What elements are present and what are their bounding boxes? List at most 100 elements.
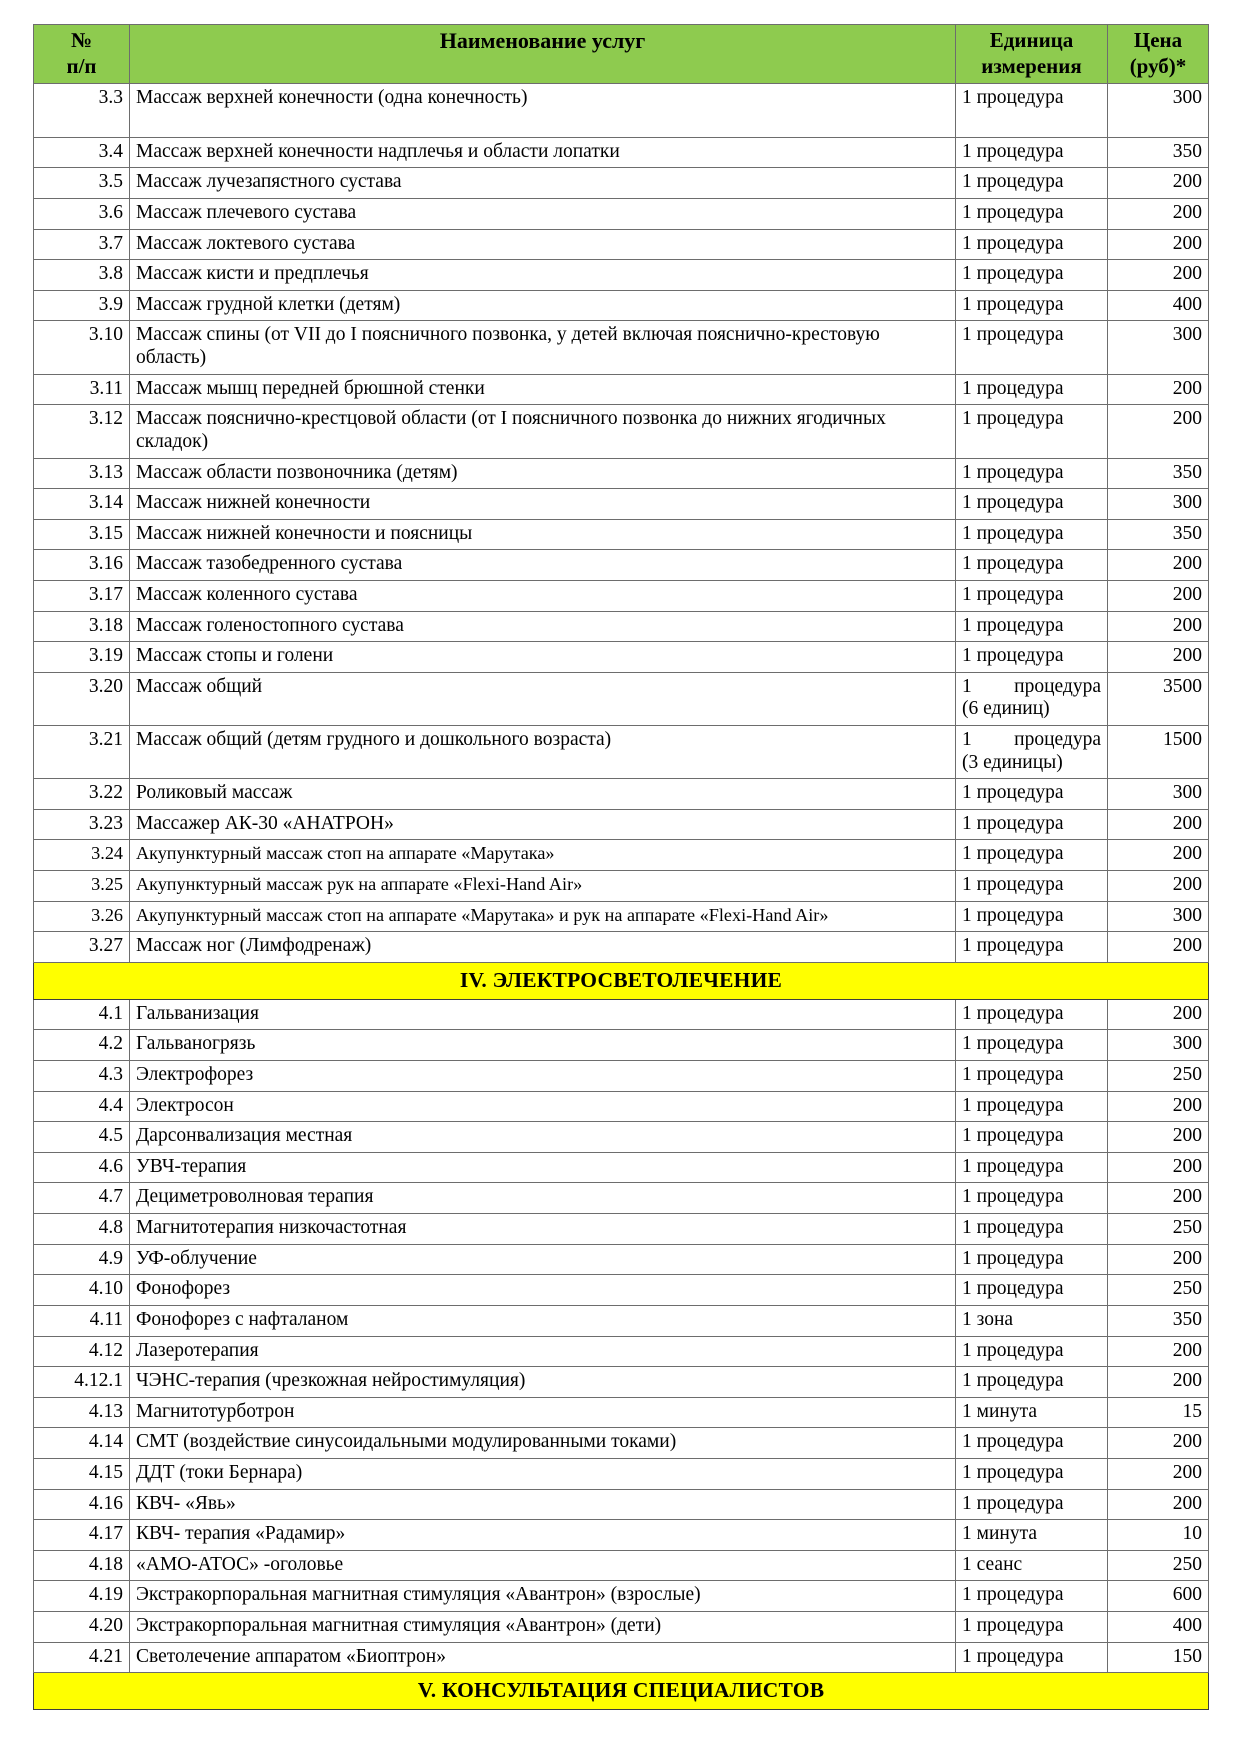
- row-number: 3.12: [33, 404, 130, 459]
- service-name: Массаж верхней конечности (одна конечнос…: [129, 83, 956, 138]
- unit-of-measure: 1 процедура: [955, 1580, 1108, 1613]
- price-value: 350: [1107, 457, 1209, 490]
- service-name: Электросон: [129, 1090, 956, 1123]
- column-header-unit: Единица измерения: [955, 23, 1108, 85]
- unit-of-measure: 1 процедура: [955, 1366, 1108, 1398]
- unit-of-measure: 1 процедура: [955, 778, 1108, 810]
- section-title: V. КОНСУЛЬТАЦИЯ СПЕЦИАЛИСТОВ: [33, 1672, 1209, 1711]
- price-value: 200: [1107, 610, 1209, 643]
- table-row: 4.16 КВЧ- «Явь» 1 процедура 200: [33, 1488, 1209, 1521]
- row-number: 4.21: [33, 1641, 130, 1674]
- row-number: 4.13: [33, 1396, 130, 1429]
- row-number: 4.20: [33, 1611, 130, 1643]
- row-number: 3.4: [33, 136, 130, 169]
- price-value: 300: [1107, 83, 1209, 138]
- price-value: 200: [1107, 839, 1209, 872]
- table-row: 4.6 УВЧ-терапия 1 процедура 200: [33, 1151, 1209, 1184]
- header-row: № п/п Наименование услуг Единица измерен…: [33, 23, 1209, 85]
- price-value: 350: [1107, 1304, 1209, 1337]
- service-name: Электрофорез: [129, 1060, 956, 1092]
- row-number: 3.17: [33, 579, 130, 612]
- service-name: Массаж лучезапястного сустава: [129, 167, 956, 200]
- service-name: Акупунктурный массаж рук на аппарате «Fl…: [129, 870, 956, 902]
- table-row: 3.4 Массаж верхней конечности надплечья и…: [33, 136, 1209, 169]
- service-name: Массаж спины (от VII до I поясничного по…: [129, 320, 956, 375]
- table-row: 4.13 Магнитотурботрон 1 минута 15: [33, 1396, 1209, 1429]
- table-row: 4.5 Дарсонвализация местная 1 процедура 200: [33, 1121, 1209, 1153]
- table-row: 3.18 Массаж голеностопного сустава 1 проце…: [33, 610, 1209, 643]
- price-value: 200: [1107, 373, 1209, 406]
- row-spacer: [136, 110, 949, 133]
- price-value: 200: [1107, 998, 1209, 1031]
- services-price-table: № п/п Наименование услуг Единица измерен…: [33, 23, 1209, 1711]
- row-number: 3.22: [33, 778, 130, 810]
- table-row: 4.17 КВЧ- терапия «Радамир» 1 минута 10: [33, 1519, 1209, 1551]
- price-value: 300: [1107, 900, 1209, 933]
- unit-of-measure: 1 процедура: [955, 198, 1108, 230]
- row-number: 4.19: [33, 1580, 130, 1613]
- table-row: 3.26 Акупунктурный массаж стоп на аппарат…: [33, 900, 1209, 933]
- unit-of-measure: 1 процедура: [955, 457, 1108, 490]
- unit-of-measure: 1 минута: [955, 1519, 1108, 1551]
- header-unit-line1: Единица: [989, 28, 1074, 52]
- table-row: 4.2 Гальваногрязь 1 процедура 300: [33, 1029, 1209, 1062]
- price-value: 200: [1107, 1243, 1209, 1276]
- row-number: 3.9: [33, 289, 130, 322]
- row-number: 3.16: [33, 549, 130, 581]
- unit-of-measure: 1 процедура: [955, 549, 1108, 581]
- header-number-line2: п/п: [66, 53, 97, 78]
- unit-line-1: 1 процедура: [962, 675, 1101, 697]
- table-row: 3.14 Массаж нижней конечности 1 процедура 3…: [33, 488, 1209, 520]
- row-number: 4.17: [33, 1519, 130, 1551]
- row-number: 4.9: [33, 1243, 130, 1276]
- row-number: 3.20: [33, 671, 130, 727]
- unit-of-measure: 1 процедура: [955, 1121, 1108, 1153]
- price-value: 200: [1107, 228, 1209, 261]
- row-number: 3.13: [33, 457, 130, 490]
- service-name: Дециметроволновая терапия: [129, 1182, 956, 1215]
- service-name: Массаж пояснично-крестцовой области (от …: [129, 404, 956, 459]
- price-value: 200: [1107, 259, 1209, 291]
- unit-of-measure: 1 процедура: [955, 870, 1108, 902]
- unit-of-measure: 1 процедура: [955, 1090, 1108, 1123]
- price-value: 200: [1107, 1182, 1209, 1215]
- service-name: Гальванизация: [129, 998, 956, 1031]
- unit-line-2: (3 единицы): [962, 751, 1063, 773]
- service-name: Гальваногрязь: [129, 1029, 956, 1062]
- service-name: Роликовый массаж: [129, 778, 956, 810]
- price-value: 200: [1107, 1090, 1209, 1123]
- price-value: 150: [1107, 1641, 1209, 1674]
- service-name: Акупунктурный массаж стоп на аппарате «М…: [129, 900, 956, 933]
- price-value: 250: [1107, 1213, 1209, 1245]
- service-name: УВЧ-терапия: [129, 1151, 956, 1184]
- service-name: «АМО-АТОС» -оголовье: [129, 1549, 956, 1582]
- unit-of-measure: 1 минута: [955, 1396, 1108, 1429]
- unit-of-measure: 1 процедура: [955, 1243, 1108, 1276]
- section-title: IV. ЭЛЕКТРОСВЕТОЛЕЧЕНИЕ: [33, 961, 1209, 1000]
- table-row: 3.23 Массажер АК-30 «АНАТРОН» 1 процедура 2…: [33, 808, 1209, 841]
- table-row: 3.16 Массаж тазобедренного сустава 1 проце…: [33, 549, 1209, 581]
- table-row: 4.10 Фонофорез 1 процедура 250: [33, 1274, 1209, 1306]
- price-value: 200: [1107, 167, 1209, 200]
- row-number: 3.27: [33, 931, 130, 963]
- service-name: КВЧ- терапия «Радамир»: [129, 1519, 956, 1551]
- unit-of-measure: 1 процедура: [955, 1611, 1108, 1643]
- unit-of-measure: 1 процедура: [955, 259, 1108, 291]
- section-header-row: V. КОНСУЛЬТАЦИЯ СПЕЦИАЛИСТОВ: [33, 1672, 1209, 1711]
- row-number: 4.1: [33, 998, 130, 1031]
- price-value: 250: [1107, 1060, 1209, 1092]
- unit-of-measure: 1 процедура: [955, 1427, 1108, 1459]
- unit-of-measure: 1 процедура: [955, 167, 1108, 200]
- table-row: 3.6 Массаж плечевого сустава 1 процедура 20…: [33, 198, 1209, 230]
- price-value: 200: [1107, 404, 1209, 459]
- unit-of-measure: 1 процедура: [955, 998, 1108, 1031]
- price-value: 200: [1107, 579, 1209, 612]
- table-row: 3.5 Массаж лучезапястного сустава 1 процед…: [33, 167, 1209, 200]
- price-value: 200: [1107, 931, 1209, 963]
- column-header-service-name: Наименование услуг: [129, 23, 956, 85]
- row-number: 4.8: [33, 1213, 130, 1245]
- service-name: СМТ (воздействие синусоидальными модулир…: [129, 1427, 956, 1459]
- unit-of-measure: 1 процедура: [955, 900, 1108, 933]
- price-value: 3500: [1107, 671, 1209, 727]
- service-name: Фонофорез с нафталаном: [129, 1304, 956, 1337]
